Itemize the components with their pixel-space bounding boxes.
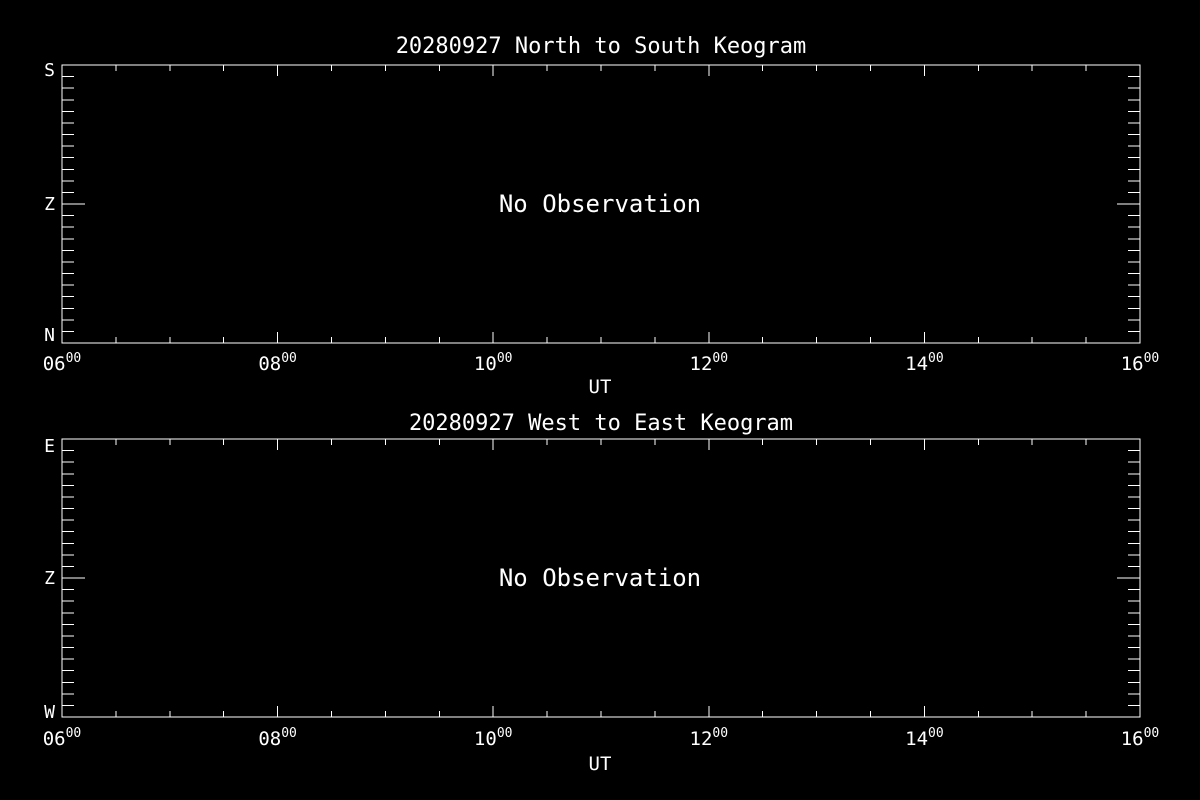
x-tick-label: 0800 [258, 726, 297, 750]
y-tick-label-bottom: W [44, 702, 55, 723]
x-tick-label: 1000 [474, 351, 513, 375]
x-tick-label: 0600 [43, 726, 82, 750]
y-tick-label-middle: Z [44, 194, 55, 215]
y-tick-label-middle: Z [44, 568, 55, 589]
x-tick-label: 1600 [1121, 726, 1160, 750]
x-tick-label: 0600 [43, 351, 82, 375]
no-observation-text: No Observation [499, 190, 701, 218]
y-tick-label-top: E [44, 436, 55, 457]
chart-title: 20280927 West to East Keogram [409, 411, 793, 436]
x-tick-label: 1400 [905, 726, 944, 750]
no-observation-text: No Observation [499, 564, 701, 592]
x-tick-label: 1200 [690, 726, 729, 750]
x-tick-label: 1200 [690, 351, 729, 375]
x-tick-label: 1400 [905, 351, 944, 375]
x-axis-label-ut: UT [589, 753, 612, 775]
x-tick-label: 1000 [474, 726, 513, 750]
y-tick-label-top: S [44, 60, 55, 81]
keogram-plot-west-east: 20280927 West to East Keogram E Z W No O… [43, 411, 1160, 775]
keogram-plot-north-south: 20280927 North to South Keogram S Z N No… [43, 34, 1160, 398]
x-tick-label: 1600 [1121, 351, 1160, 375]
chart-title: 20280927 North to South Keogram [396, 34, 807, 59]
x-tick-label: 0800 [258, 351, 297, 375]
x-axis-label-ut: UT [589, 376, 612, 398]
y-tick-label-bottom: N [44, 325, 55, 346]
